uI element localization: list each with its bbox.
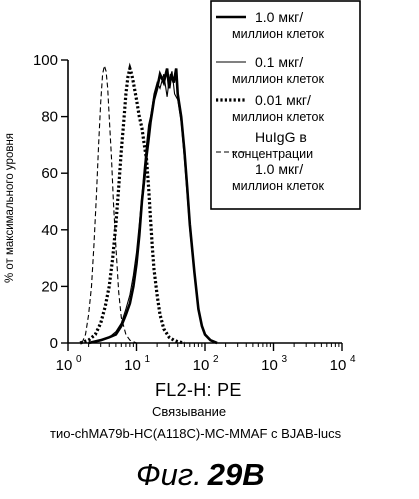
y-tick-label: 60 xyxy=(41,165,58,182)
x-tick-label: 10 xyxy=(124,357,141,374)
legend-label-4: миллион клеток xyxy=(232,179,324,193)
legend-label-1: 1.0 мкг/ xyxy=(255,9,303,25)
legend-label-3: миллион клеток xyxy=(232,110,324,124)
series-line-2 xyxy=(88,71,218,344)
y-axis-title-box: % от максимального уровня xyxy=(3,88,17,328)
legend-label-4: HuIgG в xyxy=(255,129,307,145)
series-lines xyxy=(79,62,218,345)
y-tick-label: 20 xyxy=(41,278,58,295)
legend-label-2: 0.1 мкг/ xyxy=(255,54,303,70)
y-tick-label: 80 xyxy=(41,109,58,126)
legend-label-1: миллион клеток xyxy=(232,27,324,41)
x-tick-exponent: 1 xyxy=(145,354,151,365)
caption-line-2: тио-chMA79b-HC(A118C)-MC-MMAF с BJAB-luc… xyxy=(50,426,342,441)
series-line-4 xyxy=(81,65,137,344)
figure-label: Фиг. 29B xyxy=(136,457,265,493)
y-tick-label: 100 xyxy=(33,52,58,69)
x-axis-title: FL2-H: PE xyxy=(155,380,242,400)
figure-label-prefix: Фиг. xyxy=(136,457,202,492)
y-tick-label: 0 xyxy=(50,335,58,352)
x-tick-exponent: 3 xyxy=(282,354,288,365)
x-tick-exponent: 4 xyxy=(350,354,356,365)
legend-label-4: 1.0 мкг/ xyxy=(255,161,303,177)
x-tick-exponent: 0 xyxy=(76,354,82,365)
figure-label-number: 29B xyxy=(207,457,265,492)
legend-box xyxy=(210,0,361,210)
x-tick-label: 10 xyxy=(261,357,278,374)
caption-line-1: Связывание xyxy=(152,404,227,419)
x-tick-exponent: 2 xyxy=(213,354,219,365)
legend-label-4: концентрации xyxy=(232,147,313,161)
legend-label-2: миллион клеток xyxy=(232,72,324,86)
x-axis-ticks: 10 0 10 1 10 2 10 3 10 4 xyxy=(56,343,356,374)
legend: 1.0 мкг/миллион клеток 0.1 мкг/миллион кл… xyxy=(210,0,361,210)
y-axis-title: % от максимального уровня xyxy=(4,132,16,284)
x-tick-label: 10 xyxy=(193,357,210,374)
y-tick-label: 40 xyxy=(41,222,58,239)
legend-label-3: 0.01 мкг/ xyxy=(255,92,311,108)
x-tick-label: 10 xyxy=(56,357,73,374)
y-axis-ticks: 0 20 40 60 80 100 xyxy=(33,52,68,352)
x-tick-label: 10 xyxy=(330,357,347,374)
